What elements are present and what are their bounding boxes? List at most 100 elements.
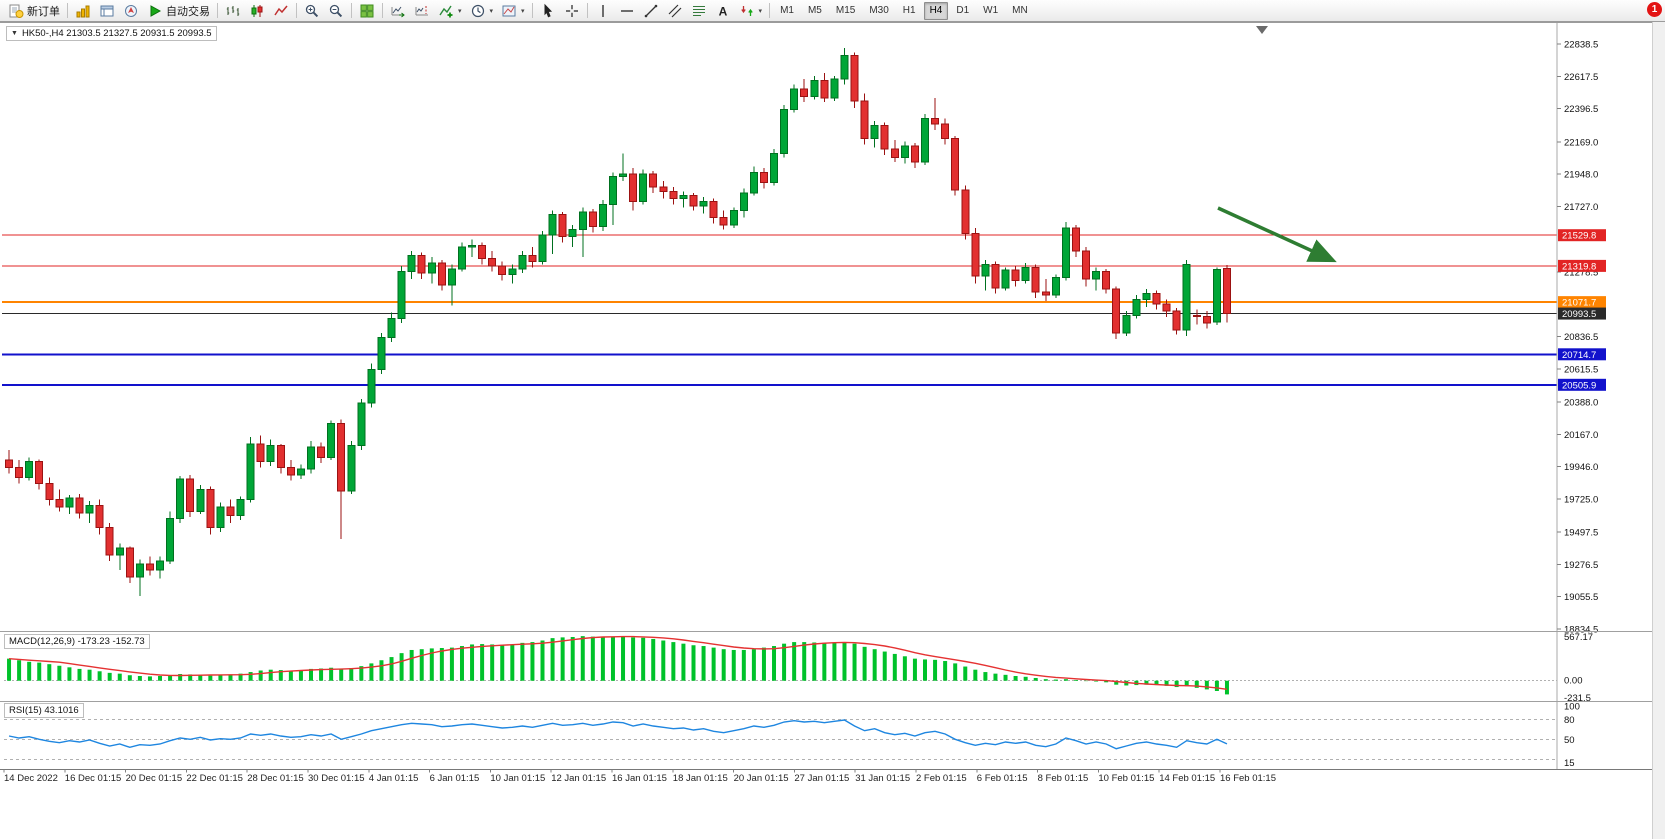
candle xyxy=(659,186,668,192)
candle xyxy=(135,563,144,578)
candle xyxy=(1112,288,1121,334)
channel-icon xyxy=(667,3,683,19)
bar-chart-icon xyxy=(225,3,241,19)
time-axis-label: 28 Dec 01:15 xyxy=(247,773,304,784)
templates-button[interactable]: ▾ xyxy=(497,1,529,21)
macd-axis-label: 0.00 xyxy=(1564,676,1583,687)
timeframe-h1-button[interactable]: H1 xyxy=(897,2,922,20)
new-order-button[interactable]: 新订单 xyxy=(4,1,64,21)
periods-button[interactable]: ▾ xyxy=(466,1,498,21)
timeframe-h1-button-label: H1 xyxy=(902,4,916,16)
price-axis-label: 19055.5 xyxy=(1564,592,1598,603)
price-tag xyxy=(1558,348,1606,361)
candle xyxy=(1041,291,1050,296)
tile-windows-button[interactable] xyxy=(355,1,379,21)
timeframe-m1-button[interactable]: M1 xyxy=(774,2,800,20)
candle xyxy=(95,504,104,528)
candle xyxy=(397,271,406,319)
timeframe-mn-button[interactable]: MN xyxy=(1006,2,1034,20)
candle-chart-button[interactable] xyxy=(245,1,269,21)
chart-title-box: ▼ HK50-,H4 21303.5 21327.5 20931.5 20993… xyxy=(6,26,217,41)
candle xyxy=(85,504,94,514)
candle xyxy=(337,423,346,492)
bar-chart-button[interactable] xyxy=(221,1,245,21)
trendline-button[interactable] xyxy=(639,1,663,21)
price-axis: 22838.5 22617.5 22396.5 22169.0 21948.0 21727… xyxy=(1556,23,1598,770)
market-watch-button[interactable] xyxy=(71,1,95,21)
candle xyxy=(317,446,326,458)
line-chart-button[interactable] xyxy=(269,1,293,21)
dropdown-caret-icon[interactable]: ▾ xyxy=(758,7,763,15)
horizontal-line-button[interactable] xyxy=(615,1,639,21)
rsi-label-text: RSI(15) 43.1016 xyxy=(9,705,79,716)
timeframe-d1-button-label: D1 xyxy=(956,4,970,16)
text-button[interactable]: A xyxy=(711,1,735,21)
candle xyxy=(719,217,728,226)
zoom-out-button[interactable] xyxy=(324,1,348,21)
macd-signal-line xyxy=(8,635,1228,690)
candle xyxy=(971,233,980,277)
price-axis-label: 20388.0 xyxy=(1564,398,1598,409)
candle xyxy=(699,201,708,207)
time-axis-label: 2 Feb 01:15 xyxy=(916,773,967,784)
timeframe-w1-button-label: W1 xyxy=(983,4,999,16)
candle xyxy=(256,443,265,463)
timeframe-m5-button[interactable]: M5 xyxy=(802,2,828,20)
candle xyxy=(619,173,628,178)
time-axis-label: 20 Jan 01:15 xyxy=(734,773,789,784)
dropdown-caret-icon[interactable]: ▾ xyxy=(521,7,525,15)
candle xyxy=(538,234,547,262)
dropdown-caret-icon[interactable]: ▾ xyxy=(489,7,494,15)
candle xyxy=(1152,293,1161,305)
timeframe-w1-button[interactable]: W1 xyxy=(977,2,1004,20)
candle xyxy=(850,54,859,102)
crosshair-button[interactable] xyxy=(560,1,584,21)
candle xyxy=(910,145,919,163)
zoom-in-button[interactable] xyxy=(300,1,324,21)
chart-shift-button[interactable] xyxy=(410,1,434,21)
time-axis-label: 10 Jan 01:15 xyxy=(490,773,545,784)
candle xyxy=(770,152,779,184)
candle xyxy=(991,263,1000,289)
candle xyxy=(115,547,124,556)
chart-shift-marker[interactable] xyxy=(1256,26,1268,34)
candle xyxy=(125,547,134,578)
autotrading-button[interactable]: 自动交易 xyxy=(143,1,214,21)
candle xyxy=(981,263,990,277)
fibonacci-button[interactable] xyxy=(687,1,711,21)
cursor-button[interactable] xyxy=(536,1,560,21)
timeframe-m15-button[interactable]: M15 xyxy=(830,2,861,20)
market-watch-icon xyxy=(75,3,91,19)
indicators-icon xyxy=(438,3,454,19)
price-axis-label: 21727.0 xyxy=(1564,202,1598,213)
timeframe-h4-button[interactable]: H4 xyxy=(923,1,949,20)
trend-arrow-annotation[interactable] xyxy=(1217,206,1337,263)
candle xyxy=(1182,263,1191,331)
auto-scroll-button[interactable] xyxy=(386,1,410,21)
data-window-button[interactable] xyxy=(95,1,119,21)
candle xyxy=(488,258,497,267)
price-tag-label: 21319.8 xyxy=(1562,261,1596,272)
vertical-scrollbar[interactable] xyxy=(1652,22,1665,839)
notification-badge[interactable]: 1 xyxy=(1647,2,1662,17)
candle xyxy=(1001,269,1010,289)
time-axis-label: 18 Jan 01:15 xyxy=(673,773,728,784)
candle xyxy=(75,497,84,514)
zoom-out-icon xyxy=(328,3,344,19)
dropdown-caret-icon[interactable]: ▾ xyxy=(458,7,462,15)
arrows-button[interactable]: ▾ xyxy=(735,1,767,21)
timeframe-m30-button[interactable]: M30 xyxy=(863,2,894,20)
time-axis-label: 6 Feb 01:15 xyxy=(977,773,1028,784)
timeframe-d1-button[interactable]: D1 xyxy=(950,2,975,20)
candle xyxy=(357,402,366,447)
candle xyxy=(457,246,466,270)
candle xyxy=(186,478,195,512)
channel-button[interactable] xyxy=(663,1,687,21)
vertical-line-button[interactable] xyxy=(591,1,615,21)
candle xyxy=(729,209,738,226)
collapse-chart-objects-icon[interactable]: ▼ xyxy=(11,30,18,37)
navigator-button[interactable] xyxy=(119,1,143,21)
indicators-button[interactable]: ▾ xyxy=(434,1,466,21)
candle xyxy=(407,255,416,273)
